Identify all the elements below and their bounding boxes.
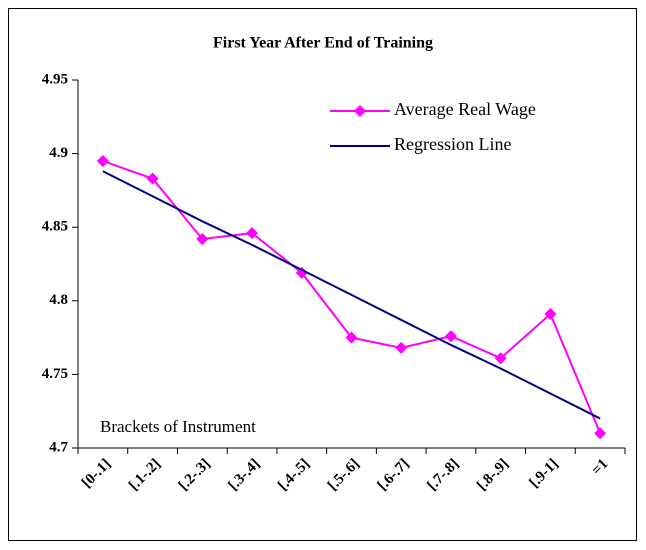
y-tick-label: 4.8 xyxy=(49,292,68,308)
data-point xyxy=(146,172,159,185)
data-point xyxy=(295,266,308,279)
chart-frame xyxy=(8,8,637,541)
data-point xyxy=(96,154,109,167)
data-point xyxy=(246,227,259,240)
data-point xyxy=(345,331,358,344)
data-point xyxy=(494,352,507,365)
y-tick-label: 4.85 xyxy=(42,219,68,235)
legend-label: Average Real Wage xyxy=(394,99,536,119)
legend-label: Regression Line xyxy=(394,134,511,154)
chart-title: First Year After End of Training xyxy=(213,35,433,52)
series-line xyxy=(102,170,601,420)
data-point xyxy=(544,308,557,321)
y-tick-label: 4.9 xyxy=(49,145,68,161)
data-point xyxy=(444,330,457,343)
data-point xyxy=(196,232,209,245)
data-point xyxy=(395,341,408,354)
legend-marker xyxy=(354,105,366,117)
y-tick-label: 4.75 xyxy=(42,366,68,382)
data-point xyxy=(594,427,607,440)
y-tick-label: 4.95 xyxy=(42,71,68,87)
annotation: Brackets of Instrument xyxy=(100,417,256,436)
y-tick-label: 4.7 xyxy=(49,439,68,455)
